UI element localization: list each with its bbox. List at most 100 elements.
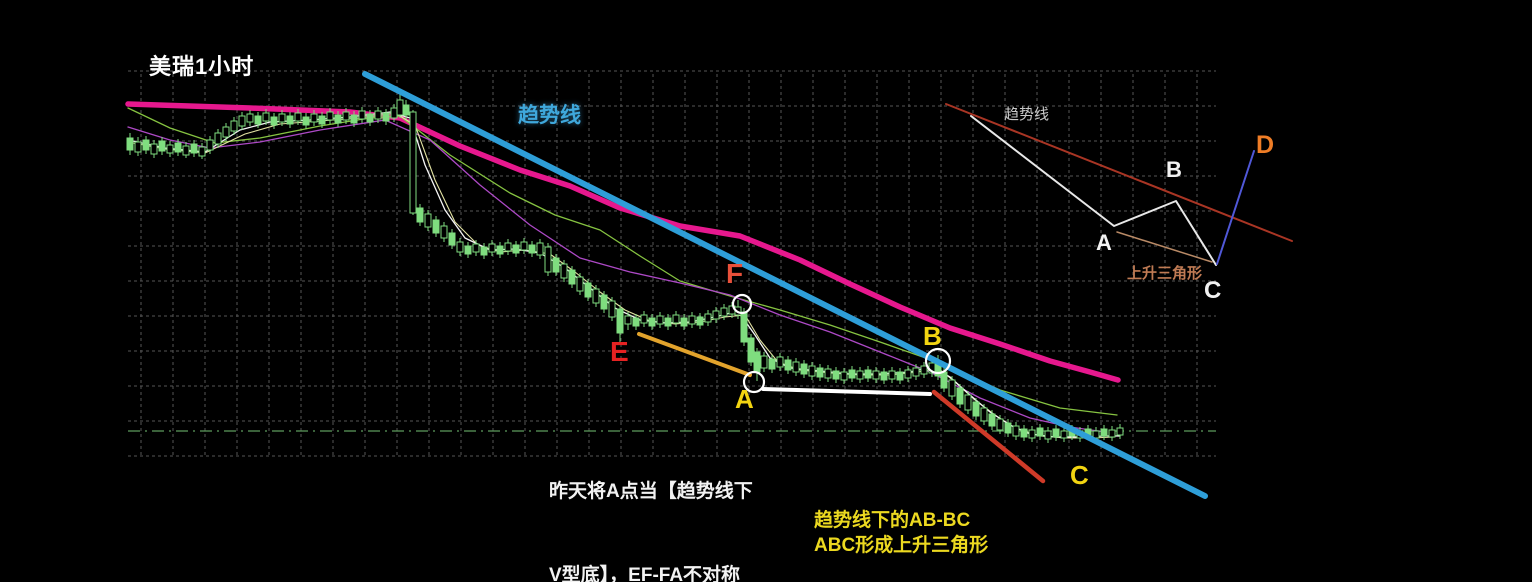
candle-body bbox=[753, 351, 761, 373]
candle-body bbox=[672, 314, 680, 324]
highlight-circles bbox=[731, 293, 952, 394]
candle-body bbox=[980, 407, 988, 422]
candle-body bbox=[576, 276, 584, 292]
candle-body bbox=[888, 370, 896, 380]
note-white-line2: V型底】，EF-FA不对称 bbox=[549, 565, 741, 582]
candle-body bbox=[560, 263, 568, 279]
candle-body bbox=[616, 308, 624, 334]
candle-body bbox=[1004, 422, 1012, 434]
main-trendline bbox=[362, 71, 1208, 499]
candle-body bbox=[270, 116, 278, 126]
candle-body bbox=[940, 371, 948, 389]
candle-body bbox=[342, 111, 350, 121]
candle-body bbox=[552, 257, 560, 273]
candle-body bbox=[584, 282, 592, 298]
point-label-A: A bbox=[735, 384, 754, 414]
mini-point-label-C: C bbox=[1204, 277, 1222, 304]
moving-average-lines bbox=[125, 101, 1121, 439]
candle-body bbox=[440, 225, 448, 239]
candle-body bbox=[880, 371, 888, 381]
mini-point-label-A: A bbox=[1096, 230, 1112, 255]
candle-body bbox=[792, 361, 800, 373]
candle-body bbox=[696, 316, 704, 326]
candle-body bbox=[1108, 429, 1116, 438]
grid-lines bbox=[128, 70, 1216, 458]
note-white-line1: 昨天将A点当【趋势线下 bbox=[549, 481, 753, 502]
candle-body bbox=[568, 269, 576, 285]
mini-diagram-lines bbox=[945, 103, 1293, 266]
candle-body bbox=[396, 99, 404, 116]
candle-body bbox=[382, 112, 390, 122]
chart-title: 美瑞1小时 bbox=[149, 54, 255, 79]
candle-body bbox=[592, 288, 600, 304]
candle-body bbox=[740, 311, 748, 343]
candle-body bbox=[512, 244, 520, 254]
candle-body bbox=[528, 244, 536, 254]
candle-body bbox=[1052, 428, 1060, 438]
candle-body bbox=[254, 115, 262, 125]
candle-body bbox=[656, 315, 664, 325]
ma-green bbox=[127, 107, 1118, 416]
candle-body bbox=[840, 371, 848, 381]
candle-body bbox=[358, 110, 366, 120]
candle-body bbox=[424, 213, 432, 228]
candle-body bbox=[480, 246, 488, 256]
candle-body bbox=[174, 142, 182, 153]
candle-body bbox=[334, 114, 342, 124]
candle-body bbox=[286, 115, 294, 125]
candle-body bbox=[432, 219, 440, 234]
candle-body bbox=[496, 245, 504, 255]
mini-trendline-red bbox=[945, 103, 1293, 242]
candle-body bbox=[1116, 427, 1124, 436]
candle-body bbox=[198, 146, 206, 157]
candle-body bbox=[366, 113, 374, 123]
point-label-B: B bbox=[923, 321, 942, 351]
candle-body bbox=[664, 317, 672, 327]
mini-triangle-base-tan bbox=[1116, 231, 1213, 263]
candle-body bbox=[800, 363, 808, 375]
candle-body bbox=[262, 112, 270, 122]
mini-trendline-label: 趋势线 bbox=[1004, 106, 1050, 123]
candle-body bbox=[688, 315, 696, 325]
candle-body bbox=[310, 113, 318, 123]
candle-body bbox=[816, 367, 824, 378]
candle-body bbox=[464, 245, 472, 255]
candle-body bbox=[504, 242, 512, 252]
candle-body bbox=[294, 112, 302, 122]
candle-body bbox=[222, 126, 230, 138]
candle-body bbox=[640, 314, 648, 324]
candle-body bbox=[720, 307, 728, 317]
candle-body bbox=[150, 143, 158, 155]
candle-body bbox=[456, 241, 464, 253]
candle-body bbox=[1044, 430, 1052, 440]
note-white-text: 昨天将A点当【趋势线下 V型底】，EF-FA不对称 bbox=[549, 422, 753, 582]
candle-body bbox=[374, 110, 382, 120]
candle-body bbox=[608, 300, 616, 318]
trendline-label: 趋势线 bbox=[518, 104, 581, 127]
candle-body bbox=[416, 207, 424, 223]
ma-pale-yellow bbox=[127, 112, 1116, 439]
candle-body bbox=[1100, 428, 1108, 437]
candle-body bbox=[536, 242, 544, 256]
candle-body bbox=[238, 115, 246, 127]
candle-body bbox=[856, 370, 864, 380]
candle-body bbox=[864, 369, 872, 379]
candle-body bbox=[920, 365, 928, 375]
candle-body bbox=[896, 371, 904, 381]
note-yellow-triangle: ABC形成上升三角形 bbox=[814, 535, 989, 556]
candle-body bbox=[302, 116, 310, 126]
candle-body bbox=[848, 369, 856, 379]
candle-body bbox=[158, 140, 166, 152]
mini-point-label-B: B bbox=[1166, 157, 1182, 182]
candle-body bbox=[680, 317, 688, 327]
candle-body bbox=[390, 107, 398, 119]
candle-body bbox=[1028, 429, 1036, 439]
candle-body bbox=[996, 418, 1004, 431]
candle-body bbox=[832, 370, 840, 380]
circle-B bbox=[924, 347, 952, 375]
candle-body bbox=[1060, 430, 1068, 439]
candle-body bbox=[318, 115, 326, 125]
candle-body bbox=[520, 241, 528, 251]
